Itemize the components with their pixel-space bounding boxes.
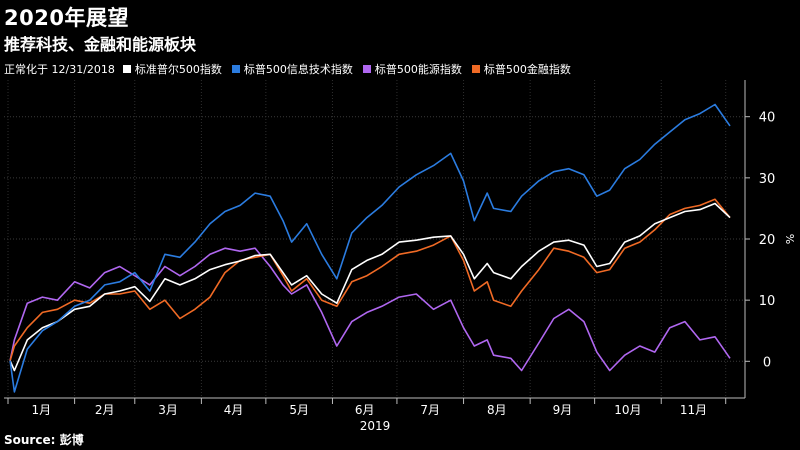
x-tick-label: 4月 xyxy=(224,403,244,417)
legend-label-energy: 标普500能源指数 xyxy=(374,63,462,76)
legend: 正常化于 12/31/2018 标准普尔500指数 标普500信息技术指数 标普… xyxy=(4,61,581,77)
chart-title: 2020年展望 xyxy=(4,6,129,30)
legend-swatch-financials xyxy=(471,65,480,73)
y-tick-label: 20 xyxy=(759,233,776,248)
x-tick-label: 11月 xyxy=(680,403,707,417)
y-tick-label: 10 xyxy=(759,294,776,309)
normalization-note: 正常化于 12/31/2018 xyxy=(4,63,115,76)
x-tick-label: 3月 xyxy=(158,403,178,417)
chart-subtitle: 推荐科技、金融和能源板块 xyxy=(4,35,197,54)
legend-label-financials: 标普500金融指数 xyxy=(483,63,571,76)
legend-label-info-tech: 标普500信息技术指数 xyxy=(243,63,353,76)
legend-swatch-sp500 xyxy=(122,65,131,73)
legend-item-info-tech: 标普500信息技术指数 xyxy=(231,61,353,77)
x-tick-label: 6月 xyxy=(355,403,375,417)
series-line-energy xyxy=(9,247,731,372)
legend-swatch-energy xyxy=(362,65,371,73)
series-line-financials xyxy=(9,198,731,361)
y-tick-label: 0 xyxy=(763,355,771,370)
legend-item-sp500: 标准普尔500指数 xyxy=(122,61,222,77)
x-tick-label: 8月 xyxy=(487,403,507,417)
y-tick-label: 40 xyxy=(759,111,776,126)
series-line-info-tech xyxy=(9,103,731,393)
x-tick-label: 9月 xyxy=(553,403,573,417)
y-tick-label: 30 xyxy=(759,172,776,187)
x-axis-label: 2019 xyxy=(360,419,391,433)
x-tick-label: 5月 xyxy=(289,403,309,417)
legend-swatch-info-tech xyxy=(231,65,240,73)
x-tick-label: 1月 xyxy=(31,403,51,417)
x-tick-label: 2月 xyxy=(95,403,115,417)
source-note: Source: 彭博 xyxy=(4,433,84,447)
legend-item-financials: 标普500金融指数 xyxy=(471,61,571,77)
x-tick-label: 7月 xyxy=(420,403,440,417)
y-axis-label: % xyxy=(783,234,796,244)
legend-label-sp500: 标准普尔500指数 xyxy=(134,63,222,76)
x-tick-label: 10月 xyxy=(614,403,641,417)
legend-item-energy: 标普500能源指数 xyxy=(362,61,462,77)
series-line-sp500 xyxy=(9,202,731,372)
